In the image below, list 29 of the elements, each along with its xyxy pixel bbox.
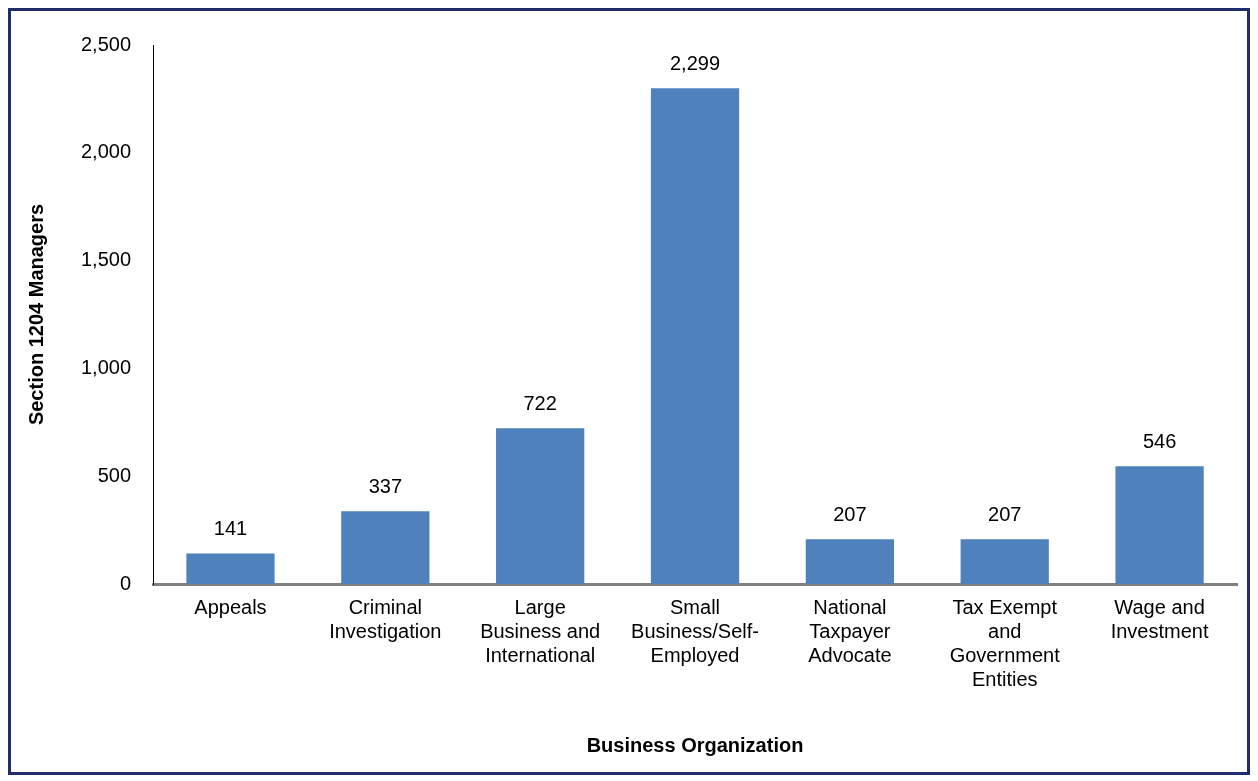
bar (341, 511, 430, 584)
bar (650, 88, 740, 584)
x-tick-label: National Taxpayer Advocate (808, 595, 892, 666)
y-tick-label: 1,000 (80, 355, 132, 378)
data-label: 141 (213, 517, 248, 540)
bar (960, 539, 1049, 584)
y-axis-title: Section 1204 Managers (24, 203, 47, 426)
y-tick-label: 0 (119, 571, 132, 594)
bar (805, 539, 895, 584)
x-tick-label: Criminal Investigation (329, 595, 442, 642)
bar (186, 553, 275, 584)
bar (496, 428, 585, 584)
data-label: 2,299 (669, 51, 721, 74)
x-tick-label: Wage and Investment (1110, 595, 1209, 642)
data-label: 207 (833, 502, 867, 525)
x-tick-label: Tax Exempt and Government Entities (949, 595, 1061, 690)
y-tick-label: 2,000 (80, 140, 132, 163)
bar (1115, 466, 1204, 584)
y-tick-label: 500 (97, 463, 132, 486)
data-label: 337 (368, 474, 403, 497)
y-tick-label: 1,500 (80, 248, 132, 271)
x-axis-title: Business Organization (586, 733, 804, 756)
y-tick-label: 2,500 (80, 32, 132, 55)
x-tick-label: Small Business/Self-Employed (631, 595, 759, 666)
x-tick-label: Appeals (194, 595, 267, 618)
data-label: 207 (988, 502, 1022, 525)
data-label: 722 (523, 391, 557, 414)
data-label: 546 (1142, 429, 1177, 452)
x-tick-label: Large Business and International (480, 595, 601, 666)
